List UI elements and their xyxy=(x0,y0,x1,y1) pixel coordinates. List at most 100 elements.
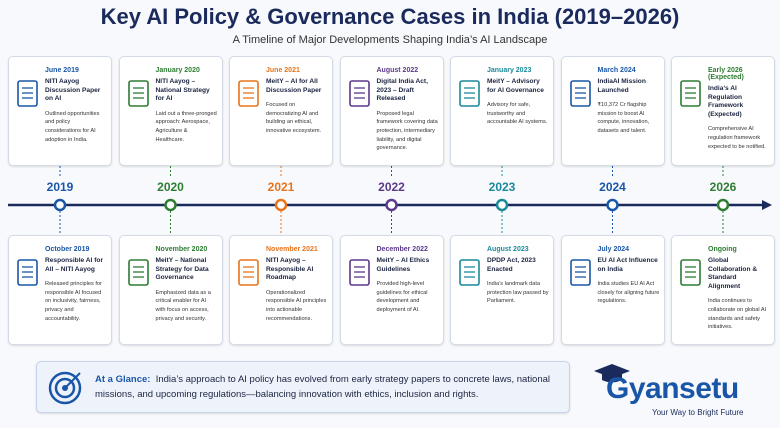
card-body: March 2024 IndiaAI Mission Launched ₹10,37… xyxy=(598,67,660,136)
event-text: Comprehensive AI regulation framework ex… xyxy=(708,126,766,150)
brand-name: Gyansetu xyxy=(606,372,739,405)
event-title: DPDP Act, 2023 Enacted xyxy=(487,257,536,273)
card-icon xyxy=(127,259,149,286)
event-date: June 2021 xyxy=(266,67,300,74)
card-icon xyxy=(17,259,38,286)
icon-shape xyxy=(680,80,701,107)
year-label: 2019 xyxy=(46,180,74,194)
subtitle: A Timeline of Major Developments Shaping… xyxy=(232,34,548,46)
card-body: January 2020 NITI Aayog – National Strate… xyxy=(156,67,218,144)
year-label: 2024 xyxy=(599,180,626,194)
event-title: NITI Aayog – National Strategy for AI xyxy=(155,78,210,103)
icon-shape xyxy=(459,259,480,286)
icon-shape xyxy=(459,80,480,107)
event-text: ₹10,372 Cr flagship mission to boost AI … xyxy=(597,102,650,135)
summary-text: India’s approach to AI policy has evolve… xyxy=(95,374,551,400)
timeline-arrow xyxy=(762,200,772,210)
event-date: October 2019 xyxy=(45,246,90,253)
event-text: Released principles for responsible AI f… xyxy=(45,281,102,322)
event-card: November 2021 NITI Aayog – Responsible AI… xyxy=(229,235,333,345)
event-title: Global Collaboration & Standard Alignmen… xyxy=(708,257,758,290)
timeline-dot xyxy=(716,198,730,212)
event-card: August 2022 Digital India Act, 2023 – Dra… xyxy=(339,56,444,166)
card-body: August 2022 Digital India Act, 2023 – Dra… xyxy=(377,67,439,153)
card-icon xyxy=(680,259,701,286)
icon-shape xyxy=(127,259,149,286)
card-body: November 2020 MeitY – National Strategy f… xyxy=(156,246,218,323)
icon-shape xyxy=(127,80,149,107)
event-title: MeitY – AI for All Discussion Paper xyxy=(266,78,322,94)
event-text: India’s landmark data protection law pas… xyxy=(487,281,549,305)
year-label: 2021 xyxy=(267,180,295,194)
card-icon xyxy=(348,259,370,286)
card-body: June 2019 NITI Aayog Discussion Paper on … xyxy=(45,67,107,144)
event-card: January 2020 NITI Aayog – National Strate… xyxy=(118,56,223,166)
summary-box: At a Glance: India’s approach to AI poli… xyxy=(36,361,570,413)
event-text: Advisory for safe, trustworthy and accou… xyxy=(487,102,548,126)
event-text: Emphasized data as a critical enabler fo… xyxy=(155,289,211,322)
event-title: EU AI Act Influence on India xyxy=(597,257,658,273)
year-label: 2022 xyxy=(378,180,405,194)
card-body: July 2024 EU AI Act Influence on India Ind… xyxy=(598,246,660,306)
timeline-dot xyxy=(274,198,288,212)
event-card: October 2019 Responsible AI for All – NIT… xyxy=(8,235,112,345)
event-text: Operationalized responsible AI principle… xyxy=(266,289,327,322)
event-title: MeitY – National Strategy for Data Gover… xyxy=(155,257,209,282)
card-body: August 2023 DPDP Act, 2023 Enacted India’s… xyxy=(487,246,549,306)
event-title: NITI Aayog – Responsible AI Roadmap xyxy=(266,257,314,282)
card-icon xyxy=(569,259,591,286)
event-date: January 2023 xyxy=(487,67,532,74)
target-icon xyxy=(48,371,82,405)
card-icon xyxy=(348,80,370,107)
event-date: Ongoing xyxy=(708,246,737,253)
event-date: August 2023 xyxy=(487,246,529,253)
event-title: NITI Aayog Discussion Paper on AI xyxy=(45,78,101,103)
event-date: January 2020 xyxy=(155,67,200,74)
card-icon xyxy=(459,259,480,286)
icon-shape xyxy=(238,80,259,107)
card-icon xyxy=(238,259,259,286)
summary: At a Glance: India’s approach to AI poli… xyxy=(95,373,560,402)
event-date: December 2022 xyxy=(376,246,428,253)
icon-shape xyxy=(680,259,701,286)
card-body: December 2022 MeitY – AI Ethics Guideline… xyxy=(377,246,439,315)
year-label: 2026 xyxy=(709,180,737,194)
event-title: Responsible AI for All – NITI Aayog xyxy=(45,257,104,273)
event-title: MeitY – Advisory for AI Governance xyxy=(487,78,544,94)
event-text: Outlined opportunities and policy consid… xyxy=(45,110,100,143)
event-card: December 2022 MeitY – AI Ethics Guideline… xyxy=(339,235,444,345)
card-icon xyxy=(459,80,480,107)
timeline-dot xyxy=(495,198,509,212)
card-icon xyxy=(17,80,38,107)
event-card: March 2024 IndiaAI Mission Launched ₹10,37… xyxy=(560,56,665,166)
event-date: Early 2026 (Expected) xyxy=(708,67,744,81)
event-date: July 2024 xyxy=(597,246,630,253)
card-icon xyxy=(127,80,149,107)
icon-shape xyxy=(238,259,259,286)
event-text: India continues to collaborate on global… xyxy=(708,298,767,331)
timeline-dot xyxy=(385,198,398,212)
card-body: Ongoing Global Collaboration & Standard A… xyxy=(708,246,770,332)
event-date: November 2021 xyxy=(266,246,318,253)
event-text: Laid out a three-pronged approach: Aeros… xyxy=(155,110,217,143)
year-label: 2023 xyxy=(488,180,516,194)
event-title: IndiaAI Mission Launched xyxy=(597,78,646,94)
event-date: June 2019 xyxy=(45,67,79,74)
event-date: August 2022 xyxy=(376,67,419,74)
event-card: June 2021 MeitY – AI for All Discussion P… xyxy=(229,56,333,166)
icon-shape xyxy=(569,80,591,107)
icon-shape xyxy=(348,259,370,286)
year-label: 2020 xyxy=(157,180,184,194)
icon-shape xyxy=(569,259,591,286)
event-card: August 2023 DPDP Act, 2023 Enacted India’s… xyxy=(450,235,554,345)
event-card: July 2024 EU AI Act Influence on India Ind… xyxy=(560,235,665,345)
card-icon xyxy=(238,80,259,107)
icon-shape xyxy=(17,259,38,286)
timeline-dot xyxy=(164,198,177,212)
card-body: June 2021 MeitY – AI for All Discussion P… xyxy=(266,67,328,136)
event-text: Proposed legal framework covering data p… xyxy=(376,110,438,152)
card-body: October 2019 Responsible AI for All – NIT… xyxy=(45,246,107,323)
event-date: November 2020 xyxy=(155,246,208,253)
brand-tagline: Your Way to Bright Future xyxy=(652,408,744,417)
